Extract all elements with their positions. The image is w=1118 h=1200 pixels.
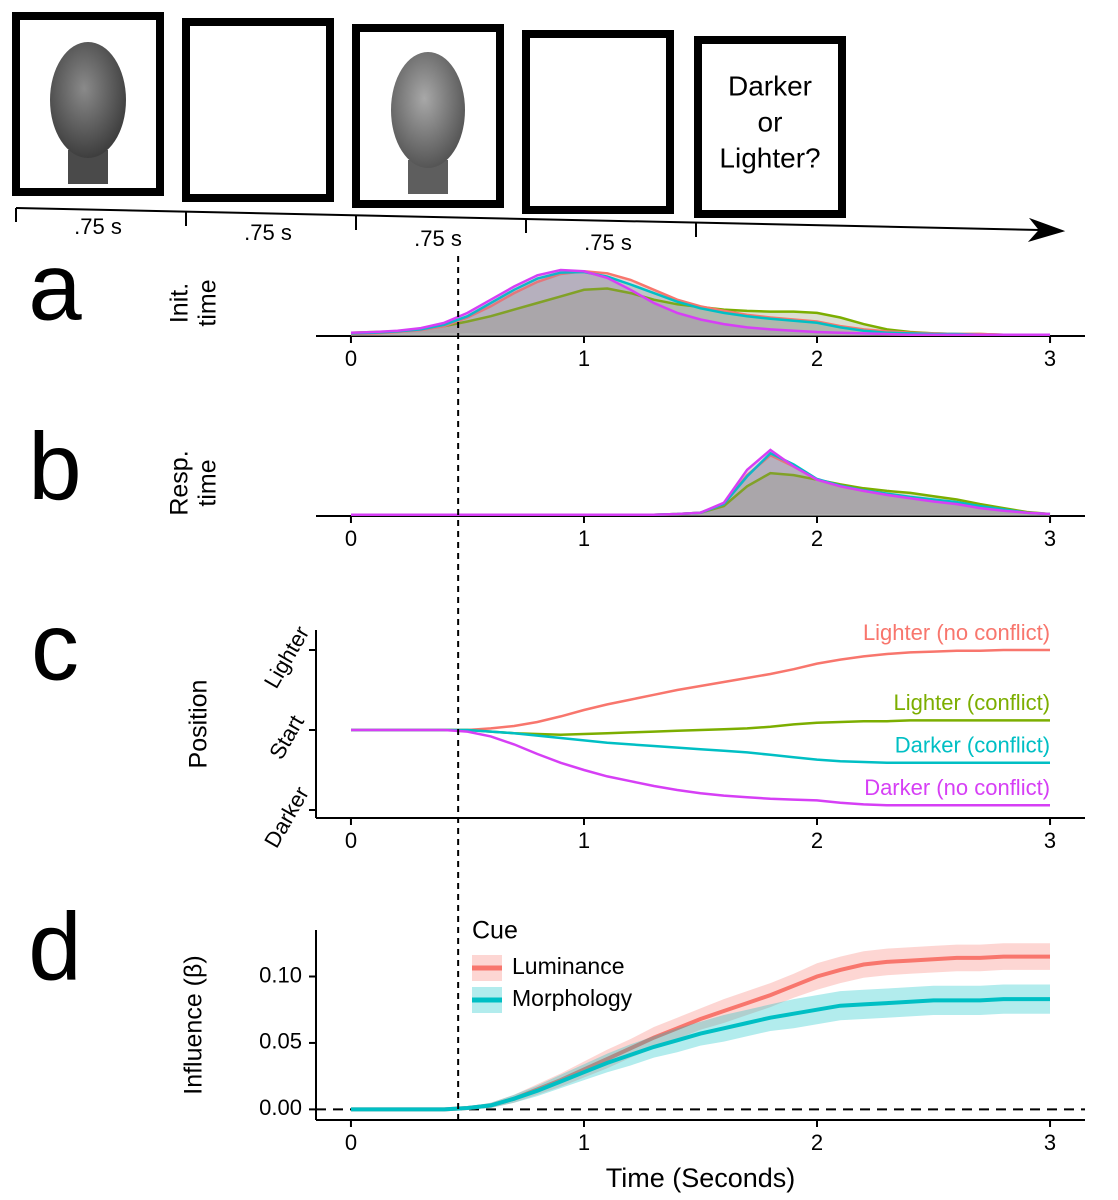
timeline-axis	[15, 207, 1041, 231]
density-curve	[351, 448, 1051, 516]
timeline-arrow	[1027, 217, 1066, 242]
y-axis-label: time	[194, 279, 222, 326]
duration-label: .75 s	[74, 214, 122, 239]
line	[351, 997, 1050, 1112]
density-fill	[350, 288, 1051, 336]
legend-label: Morphology	[512, 985, 633, 1011]
prompt-text: Darker	[728, 70, 812, 101]
frame	[694, 36, 846, 218]
x-tick-label: 0	[345, 526, 357, 551]
panel-letter: b	[28, 413, 81, 520]
y-axis-label: time	[194, 459, 222, 506]
y-axis-label: Resp.	[166, 450, 194, 515]
confidence-band	[351, 943, 1050, 1111]
legend-title: Cue	[472, 917, 518, 945]
x-tick-label: 3	[1044, 526, 1056, 551]
y-tick-label: Start	[264, 711, 309, 764]
durations: .75 s .75 s .75 s .75 s	[74, 214, 632, 255]
line	[351, 728, 1050, 765]
density-curve	[350, 268, 1050, 336]
y-tick-label: Lighter	[259, 622, 314, 693]
x-tick-label: 2	[811, 346, 823, 371]
x-tick-label: 2	[811, 526, 823, 551]
duration-label: .75 s	[244, 220, 292, 245]
prompt-text: or	[758, 106, 783, 137]
density-fill	[350, 450, 1051, 516]
stimulus-frames: Darker or Lighter?	[12, 12, 846, 218]
y-tick-label: 0.10	[259, 962, 302, 987]
density-fill	[350, 453, 1051, 516]
panel-letter: c	[31, 593, 79, 700]
series-label: Darker (conflict)	[895, 733, 1050, 758]
x-tick-label: 2	[811, 1130, 823, 1155]
x-tick-label: 3	[1044, 828, 1056, 853]
legend-label: Luminance	[512, 953, 625, 979]
x-tick-label: 1	[578, 1130, 590, 1155]
x-tick-label: 3	[1044, 1130, 1056, 1155]
series-label: Darker (no conflict)	[864, 775, 1050, 800]
x-axis-label: Time (Seconds)	[606, 1163, 796, 1193]
x-tick-label: 0	[345, 346, 357, 371]
density-fill	[350, 455, 1051, 516]
panel-letter: d	[28, 893, 81, 1000]
face	[391, 52, 465, 168]
x-tick-label: 1	[578, 526, 590, 551]
y-axis-label: Position	[185, 680, 213, 769]
prompt-text: Lighter?	[719, 142, 820, 173]
series-label: Lighter (no conflict)	[863, 620, 1050, 645]
y-axis-label: Init.	[166, 283, 194, 323]
y-tick-label: 0.00	[259, 1095, 302, 1120]
x-tick-label: 0	[345, 1130, 357, 1155]
duration-label: .75 s	[414, 226, 462, 251]
density-fill	[350, 473, 1051, 516]
line	[351, 728, 1050, 807]
y-axis-label: Influence (β)	[180, 955, 208, 1094]
frame	[182, 18, 334, 202]
x-tick-label: 0	[345, 828, 357, 853]
density-fill	[350, 271, 1051, 336]
duration-label: .75 s	[584, 230, 632, 255]
y-tick-label: Darker	[259, 782, 314, 852]
face	[50, 42, 126, 158]
series-label: Lighter (conflict)	[894, 690, 1051, 715]
y-tick-label: 0.05	[259, 1029, 302, 1054]
x-tick-label: 3	[1044, 346, 1056, 371]
confidence-band	[351, 984, 1050, 1111]
x-tick-label: 1	[578, 828, 590, 853]
x-tick-label: 1	[578, 346, 590, 371]
frame	[522, 30, 674, 214]
x-tick-label: 2	[811, 828, 823, 853]
panel-letter: a	[28, 233, 82, 340]
timeline	[15, 207, 1066, 242]
